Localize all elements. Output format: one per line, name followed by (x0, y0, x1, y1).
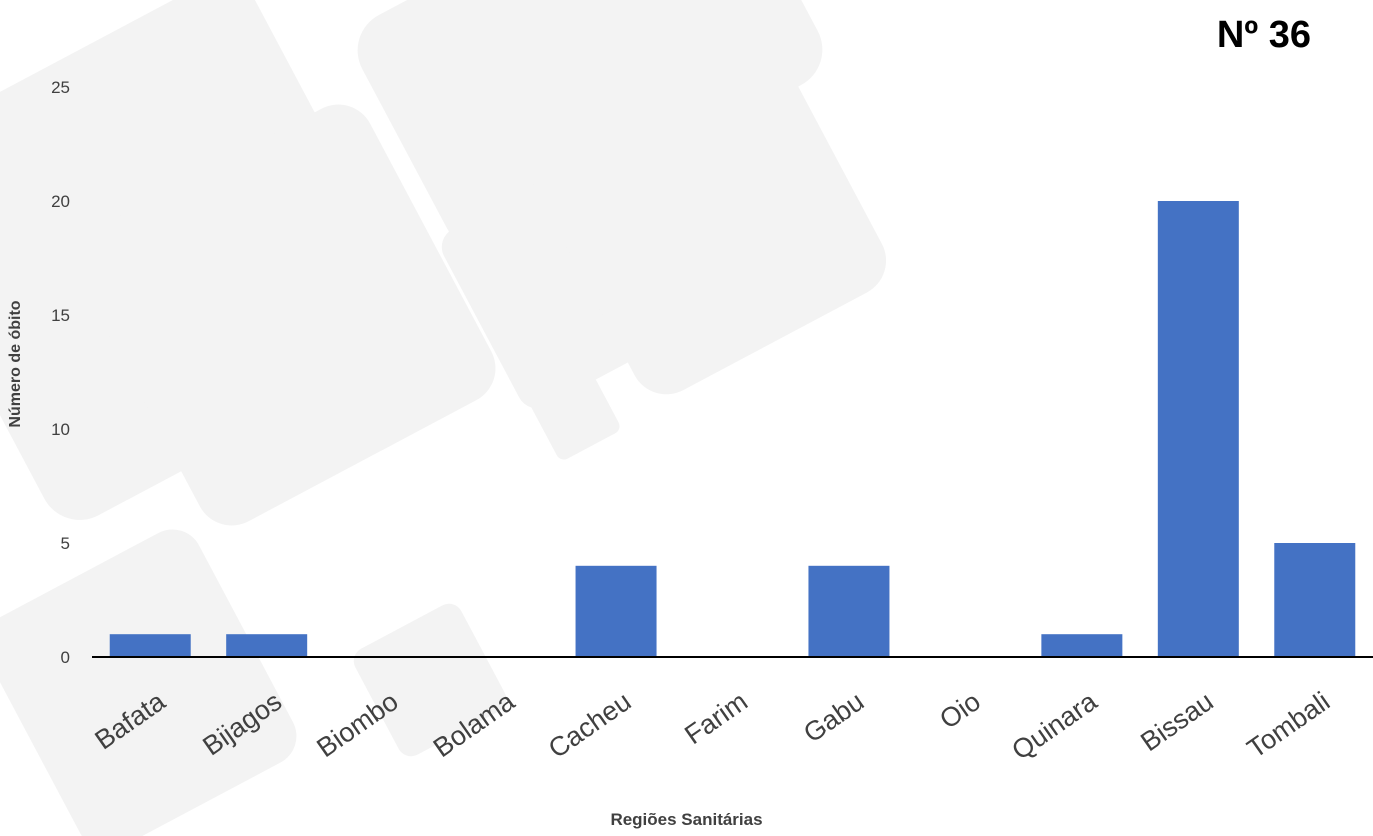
y-tick-label: 25 (51, 78, 70, 97)
x-tick-label: Bissau (1135, 686, 1219, 757)
x-tick-label: Oio (934, 686, 986, 735)
bar-gabu (808, 565, 890, 657)
y-tick-label: 5 (61, 534, 70, 553)
bar-bijagos (226, 634, 308, 657)
x-tick-label: Bolama (428, 686, 521, 764)
x-axis-ticks: Bafata Bijagos Biombo Bolama Cacheu Farim Gabu… (90, 686, 1336, 766)
page-number-badge: Nº 36 (1216, 14, 1311, 56)
y-axis-ticks: 0 5 10 15 20 25 (51, 78, 70, 667)
x-tick-label: Tombali (1242, 686, 1335, 764)
bar-series (109, 201, 1356, 657)
x-tick-label: Quinara (1006, 686, 1103, 766)
x-axis-title: Regiões Sanitárias (610, 810, 763, 829)
bar-bissau (1157, 201, 1239, 657)
x-tick-label: Bijagos (197, 686, 287, 761)
y-tick-label: 0 (61, 648, 70, 667)
bar-cacheu (575, 565, 657, 657)
y-tick-label: 10 (51, 420, 70, 439)
y-axis-title: Número de óbito (7, 300, 24, 428)
y-tick-label: 20 (51, 192, 70, 211)
x-tick-label: Bafata (90, 686, 172, 756)
y-tick-label: 15 (51, 306, 70, 325)
x-tick-label: Gabu (798, 686, 869, 748)
x-tick-label: Cacheu (543, 686, 636, 764)
bar-tombali (1274, 543, 1356, 657)
bar-bafata (109, 634, 191, 657)
x-tick-label: Farim (679, 686, 753, 750)
x-tick-label: Biombo (311, 686, 403, 763)
bar-quinara (1041, 634, 1123, 657)
